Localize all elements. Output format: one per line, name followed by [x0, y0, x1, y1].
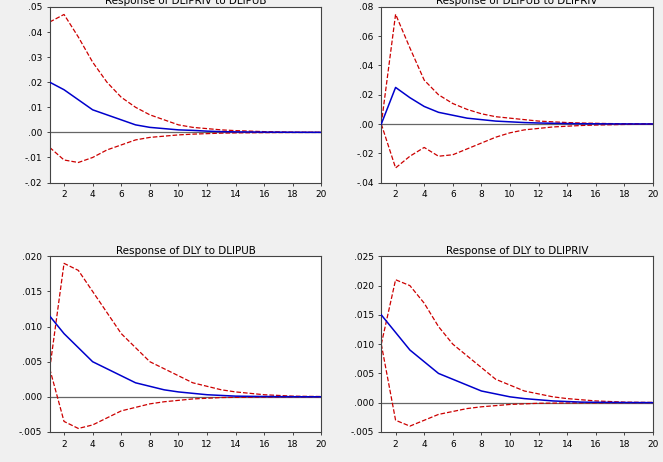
Title: Response of DLIPUB to DLIPRIV: Response of DLIPUB to DLIPRIV	[436, 0, 598, 6]
Title: Response of DLY to DLIPUB: Response of DLY to DLIPUB	[115, 246, 255, 255]
Title: Response of DLIPRIV to DLIPUB: Response of DLIPRIV to DLIPUB	[105, 0, 267, 6]
Title: Response of DLY to DLIPRIV: Response of DLY to DLIPRIV	[446, 246, 589, 255]
